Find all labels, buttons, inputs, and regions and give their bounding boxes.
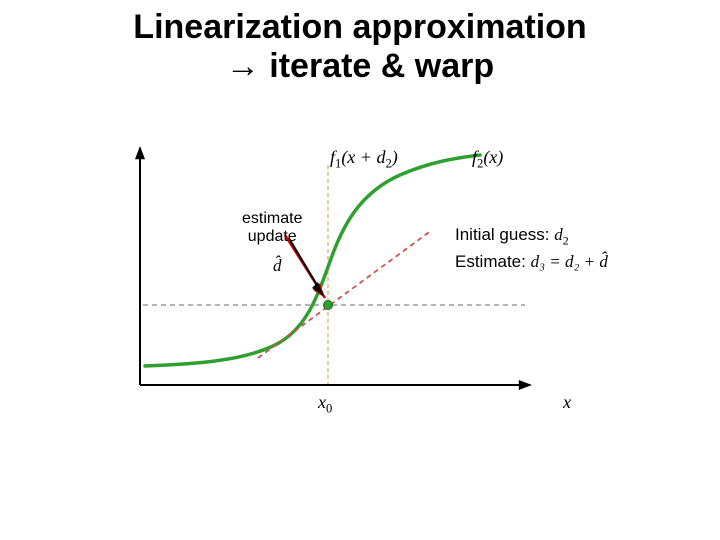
slide-title: Linearization approximation → iterate & … xyxy=(0,8,720,86)
label-estimate: Estimate: d₃ = d₂ + d̂ xyxy=(455,252,608,272)
label-initial-guess: Initial guess: d2 xyxy=(455,225,569,248)
title-line2: iterate & warp xyxy=(260,47,494,85)
label-x0: x0 xyxy=(318,392,332,417)
title-line1: Linearization approximation xyxy=(133,8,586,46)
title-arrow: → xyxy=(226,47,260,85)
label-f2: f2(x) xyxy=(472,147,503,172)
linearization-diagram xyxy=(110,140,670,430)
label-d-hat: d̂ xyxy=(273,256,282,276)
label-x-axis: x xyxy=(563,392,571,413)
label-estimate-update: estimate update xyxy=(242,210,302,246)
label-f1: f1(x + d2) xyxy=(330,147,398,172)
